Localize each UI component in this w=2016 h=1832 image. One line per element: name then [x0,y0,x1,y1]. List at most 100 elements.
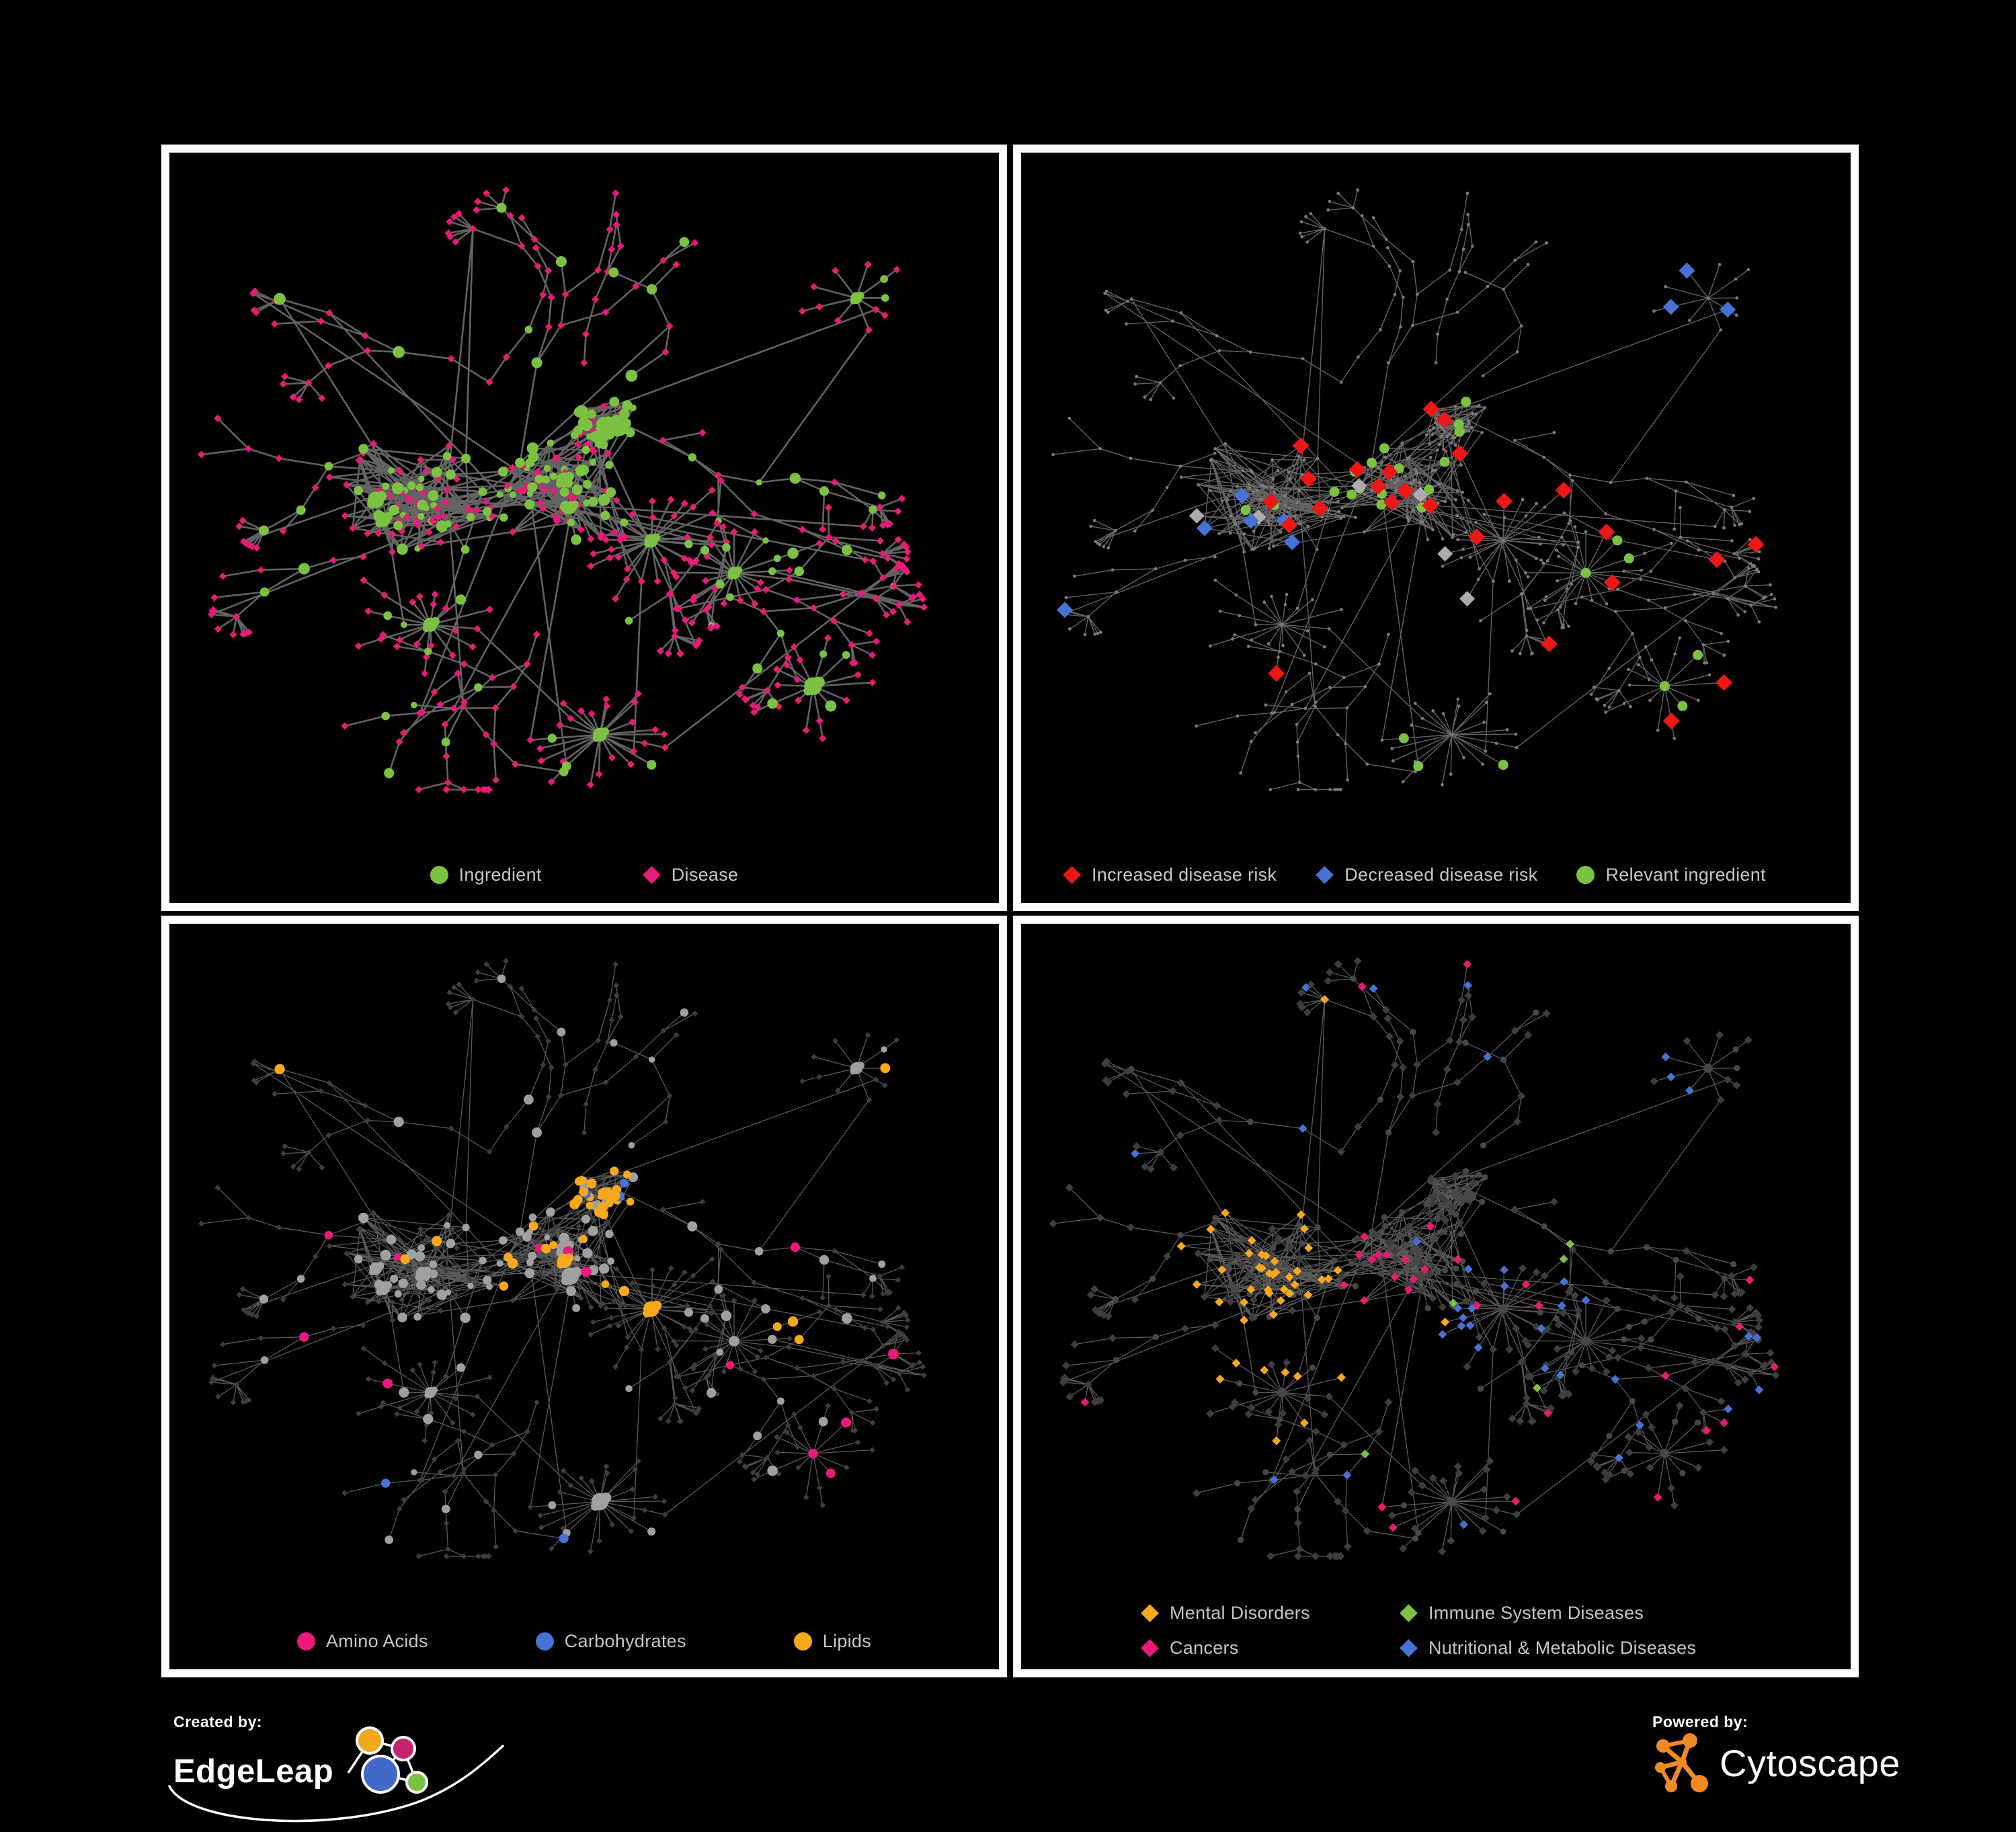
node-disease [1455,1037,1463,1046]
node-disease [1773,597,1777,601]
node-disease [1413,701,1417,705]
node-disease [1709,1357,1718,1365]
node-disease [1713,524,1717,528]
node-ingredient [393,520,403,530]
node-disease [1213,578,1217,582]
node-ingredient [581,1214,591,1224]
node-disease [1541,561,1545,565]
node-ingredient [776,629,785,637]
node-disease [448,1125,454,1131]
node-disease [1626,1470,1635,1478]
node-disease [450,705,458,713]
node-disease [417,542,426,551]
node-ingredient [581,446,590,454]
node-disease [537,1268,544,1275]
node-disease [1211,1218,1219,1227]
node-disease [802,726,810,734]
legend-ingredient-classes: Amino Acids Carbohydrates Lipids [169,1631,999,1652]
node-disease [1720,1325,1729,1334]
node-disease [1670,1501,1679,1510]
node-ingredient [1542,455,1546,459]
node-ingredient [1319,1282,1326,1289]
node-ingredient [1695,1315,1702,1322]
node-ingredient [400,621,407,629]
node-ingredient [1436,1250,1443,1257]
node-disease [1303,707,1307,711]
node-disease [1685,480,1688,484]
node-ingredient [1462,1039,1469,1046]
node-disease [916,1350,922,1356]
node-disease [1215,1116,1223,1125]
node-disease [1467,1304,1477,1313]
node-ingredient [1252,1389,1259,1396]
node-disease [1733,575,1736,580]
node-ingredient [620,518,629,526]
node-disease [1465,1321,1475,1330]
node-disease [1250,470,1254,473]
node-disease [621,533,629,541]
node-ingredient [1641,1318,1648,1325]
node-ingredient [1643,551,1646,555]
node-disease [381,1360,388,1366]
node-ingredient [1296,1289,1303,1296]
node-ingredient [563,508,570,514]
node-disease [588,710,596,718]
node-disease [1268,788,1273,791]
node-disease [1428,1199,1437,1208]
node-disease [1461,547,1465,551]
node-ingredient [1403,474,1407,478]
node-disease [1557,555,1560,558]
node-disease [1525,629,1529,633]
node-disease [1405,514,1409,518]
node-disease [1261,1251,1271,1261]
node-disease [613,992,620,999]
node-disease [1297,488,1301,492]
node-disease [239,516,247,524]
node-disease [1562,543,1566,547]
node-ingredient [842,545,852,555]
node-disease [1730,506,1734,509]
node-disease [1356,355,1360,359]
node-ingredient [417,500,428,511]
node-ingredient [1424,1305,1431,1312]
node-disease [557,1489,563,1495]
node-disease [558,1092,564,1099]
node-ingredient [1500,1056,1507,1063]
node-disease [1500,1281,1509,1291]
node-ingredient [700,1314,709,1323]
node-disease [552,1282,559,1288]
node-disease [1459,556,1463,559]
node-disease [1215,334,1219,337]
node-ingredient [1348,1260,1355,1267]
node-disease [590,1319,597,1325]
node-disease [448,651,456,660]
node-disease [1540,1363,1549,1373]
node-ingredient [753,1431,762,1441]
node-disease [325,362,333,370]
node-disease [904,1317,911,1323]
node-disease [296,1166,303,1172]
node-disease [1757,570,1761,573]
node-disease [1326,508,1330,512]
node-disease [1771,1371,1780,1380]
node-disease [797,1424,803,1431]
node-disease [1683,1037,1691,1045]
node-disease [1226,1298,1235,1306]
node-disease [1602,1296,1611,1305]
node-disease [741,695,749,703]
node-disease [1314,700,1318,704]
node-ingredient [1553,1315,1560,1322]
node-disease [432,1359,438,1365]
node-disease [1720,301,1736,318]
node-disease [1089,524,1093,528]
node-disease [450,212,458,221]
node-disease [1603,703,1607,707]
node-disease [460,698,469,706]
node-ingredient [442,452,452,461]
node-disease [1722,526,1726,530]
node-disease [1296,1210,1305,1220]
node-ingredient [382,1378,393,1389]
node-disease [1679,535,1683,539]
node-disease [1285,1272,1294,1281]
node-disease [1340,1441,1348,1449]
